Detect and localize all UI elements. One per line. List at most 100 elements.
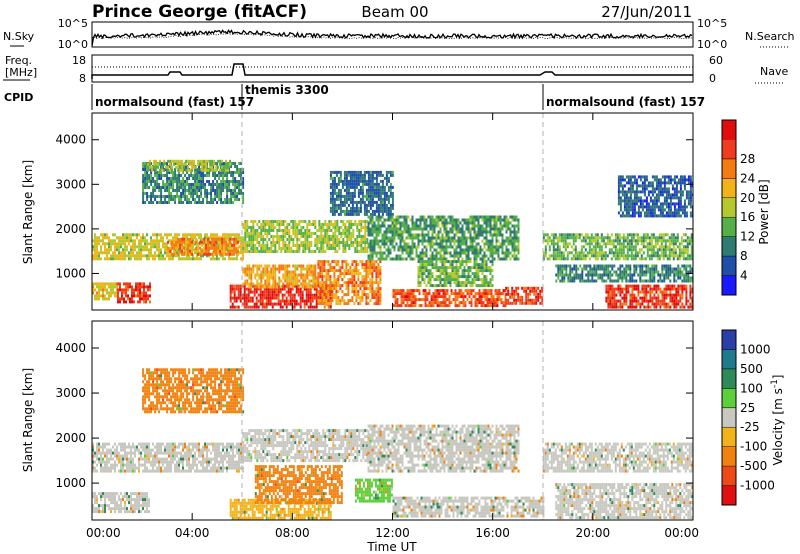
heatmap-cell [421, 263, 424, 267]
heatmap-cell [341, 194, 344, 198]
heatmap-cell [497, 245, 500, 249]
heatmap-cell [236, 198, 239, 201]
heatmap-cell [421, 236, 424, 240]
heatmap-cell [439, 284, 442, 288]
heatmap-cell [451, 245, 454, 249]
heatmap-cell [441, 263, 444, 267]
heatmap-cell [325, 278, 328, 282]
heatmap-cell [584, 236, 587, 240]
heatmap-cell [138, 242, 140, 246]
heatmap-cell [215, 243, 218, 247]
heatmap-cell [316, 276, 319, 280]
heatmap-cell [310, 273, 313, 277]
heatmap-cell [352, 223, 355, 226]
heatmap-cell [369, 239, 372, 243]
heatmap-cell [546, 242, 549, 246]
heatmap-cell [401, 248, 404, 252]
heatmap-cell [106, 242, 108, 246]
heatmap-cell [359, 206, 362, 210]
heatmap-cell [273, 296, 276, 300]
heatmap-cell [431, 230, 434, 234]
heatmap-cell [188, 183, 191, 186]
heatmap-cell [371, 185, 374, 189]
heatmap-cell [417, 260, 420, 264]
heatmap-cell [404, 304, 407, 308]
heatmap-cell [357, 272, 360, 276]
heatmap-cell [434, 298, 437, 302]
heatmap-cell [244, 250, 247, 253]
heatmap-cell [179, 243, 182, 247]
heatmap-cell [310, 264, 313, 268]
heatmap-cell [345, 170, 348, 174]
heatmap-cell [289, 287, 292, 291]
heatmap-cell [139, 291, 141, 295]
heatmap-cell [173, 249, 176, 253]
heatmap-cell [387, 176, 390, 180]
heatmap-cell [600, 254, 603, 258]
heatmap-cell [347, 290, 350, 294]
heatmap-cell [266, 229, 269, 232]
heatmap-cell [467, 224, 470, 228]
heatmap-cell [373, 212, 376, 216]
heatmap-cell [393, 218, 396, 222]
heatmap-cell [96, 294, 98, 298]
heatmap-cell [359, 272, 362, 276]
heatmap-cell [387, 236, 390, 240]
heatmap-cell [572, 257, 575, 261]
heatmap-cell [345, 266, 348, 270]
heatmap-cell [343, 170, 346, 174]
heatmap-cell [171, 252, 174, 256]
heatmap-cell [285, 302, 288, 306]
heatmap-cell [412, 295, 415, 299]
heatmap-cell [339, 200, 342, 204]
heatmap-cell [433, 284, 436, 288]
heatmap-cell [556, 245, 559, 249]
heatmap-cell [138, 233, 140, 237]
heatmap-cell [486, 301, 489, 305]
heatmap-cell [413, 245, 416, 249]
heatmap-cell [94, 242, 96, 246]
heatmap-cell [484, 304, 487, 308]
heatmap-cell [266, 267, 269, 271]
heatmap-cell [393, 257, 396, 261]
heatmap-cell [302, 247, 305, 250]
heatmap-cell [292, 232, 295, 235]
heatmap-cell [275, 290, 278, 294]
heatmap-cell [301, 293, 304, 297]
heatmap-cell [367, 245, 370, 249]
heatmap-cell [178, 174, 181, 177]
heatmap-cell [397, 257, 400, 261]
heatmap-cell [377, 206, 380, 210]
heatmap-cell [431, 227, 434, 231]
heatmap-cell [171, 243, 174, 247]
heatmap-cell [201, 168, 204, 172]
heatmap-cell [329, 206, 332, 210]
heatmap-cell [554, 242, 557, 246]
heatmap-cell [394, 298, 397, 302]
heatmap-cell [172, 177, 175, 180]
heatmap-cell [395, 218, 398, 222]
heatmap-cell [246, 223, 249, 226]
heatmap-cell [517, 230, 520, 234]
heatmap-cell [381, 242, 384, 246]
heatmap-cell [459, 236, 462, 240]
heatmap-cell [436, 301, 439, 305]
heatmap-cell [269, 293, 272, 297]
heatmap-cell [202, 186, 205, 189]
heatmap-cell [503, 257, 506, 261]
heatmap-cell [402, 289, 405, 293]
heatmap-cell [180, 198, 183, 201]
heatmap-cell [318, 250, 321, 253]
heatmap-cell [465, 251, 468, 255]
heatmap-cell [347, 185, 350, 189]
heatmap-cell [140, 239, 142, 243]
heatmap-cell [365, 191, 368, 195]
heatmap-cell [513, 224, 516, 228]
heatmap-cell [451, 227, 454, 231]
heatmap-cell [282, 244, 285, 247]
heatmap-cell [169, 249, 172, 253]
heatmap-cell [178, 189, 181, 192]
heatmap-cell [197, 162, 200, 166]
heatmap-cell [379, 278, 382, 282]
heatmap-cell [164, 183, 167, 186]
